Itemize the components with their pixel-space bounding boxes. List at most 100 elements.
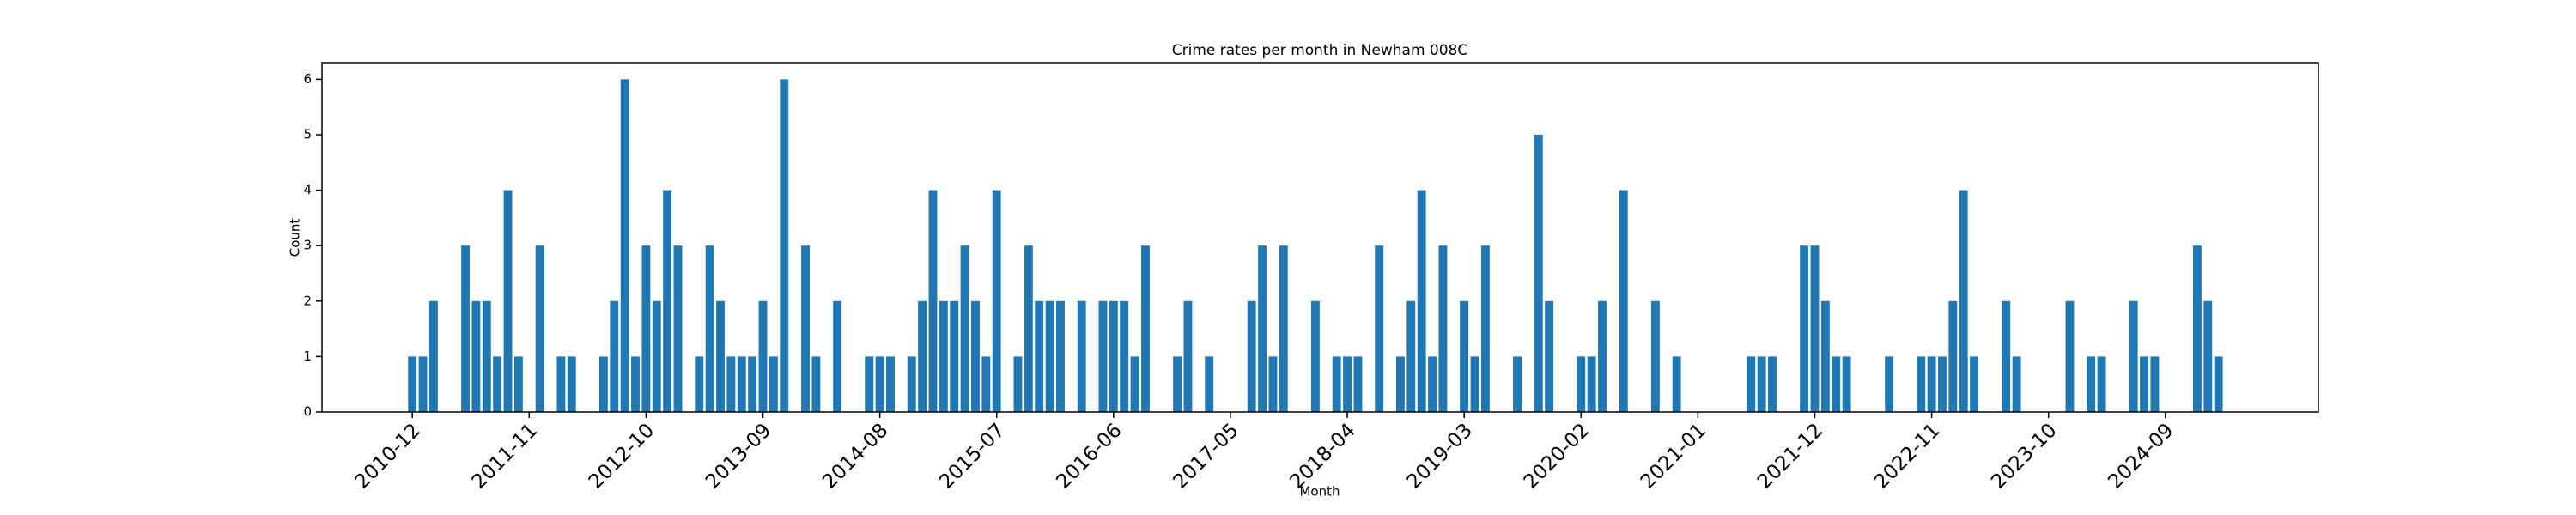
bar	[875, 356, 884, 412]
bar	[1460, 300, 1469, 412]
bar	[428, 300, 438, 412]
bar	[1279, 245, 1288, 412]
bar	[598, 356, 608, 412]
bar	[716, 300, 725, 412]
bar	[705, 245, 714, 412]
bar	[1056, 300, 1065, 412]
x-tick-label: 2018-04	[1286, 419, 1360, 493]
bar	[1545, 300, 1554, 412]
bar	[1513, 356, 1522, 412]
bar	[811, 356, 821, 412]
y-tick-label: 1	[303, 348, 312, 364]
bar	[960, 245, 969, 412]
bar	[567, 356, 576, 412]
bar	[1173, 356, 1182, 412]
bar	[2097, 356, 2106, 412]
bar	[950, 300, 959, 412]
bar	[1768, 356, 1777, 412]
x-tick-label: 2015-07	[935, 419, 1009, 493]
bar	[2140, 356, 2149, 412]
bar	[1205, 356, 1214, 412]
bar	[1247, 300, 1256, 412]
bar	[503, 190, 513, 413]
x-tick-label: 2013-09	[702, 419, 775, 493]
bar	[737, 356, 746, 412]
bar	[801, 245, 810, 412]
bar	[1013, 356, 1023, 412]
bar	[1820, 300, 1830, 412]
bar	[1077, 300, 1086, 412]
bar	[652, 300, 661, 412]
bar	[1310, 300, 1320, 412]
bar	[1598, 300, 1607, 412]
bar	[886, 356, 895, 412]
bar	[1959, 190, 1968, 413]
x-tick-label: 2021-12	[1753, 419, 1827, 493]
bar	[2129, 300, 2138, 412]
x-tick-label: 2024-09	[2104, 419, 2178, 493]
bar	[482, 300, 491, 412]
bar	[1534, 134, 1543, 412]
bar	[769, 356, 778, 412]
bar	[1258, 245, 1267, 412]
bar	[833, 300, 842, 412]
x-tick-label: 2020-02	[1520, 419, 1594, 493]
x-tick-label: 2012-10	[585, 419, 659, 493]
bar	[1927, 356, 1936, 412]
bar	[1024, 245, 1033, 412]
x-tick-label: 2010-12	[351, 419, 425, 493]
bar	[1650, 300, 1660, 412]
bar	[641, 245, 651, 412]
bar	[2203, 300, 2213, 412]
bar	[408, 356, 417, 412]
bar	[1098, 300, 1108, 412]
bar	[1183, 300, 1193, 412]
bar	[2150, 356, 2160, 412]
bar	[1885, 356, 1894, 412]
bar	[1810, 245, 1820, 412]
x-tick-label: 2017-05	[1169, 419, 1242, 493]
bar	[1970, 356, 1979, 412]
y-tick-label: 4	[303, 182, 312, 197]
bar	[1938, 356, 1947, 412]
bar	[663, 190, 672, 413]
bar	[461, 245, 470, 412]
bar	[556, 356, 566, 412]
bar	[1672, 356, 1681, 412]
bar	[1917, 356, 1926, 412]
bar	[1619, 190, 1628, 413]
bar	[1438, 245, 1448, 412]
bar	[620, 79, 629, 412]
bar	[631, 356, 640, 412]
y-tick-label: 3	[303, 238, 312, 253]
bar	[2012, 356, 2021, 412]
bar	[695, 356, 704, 412]
x-tick-label: 2022-11	[1870, 419, 1944, 493]
bar	[1130, 356, 1139, 412]
bar	[1045, 300, 1054, 412]
bar	[1757, 356, 1766, 412]
bar	[418, 356, 428, 412]
y-tick-label: 6	[303, 71, 312, 87]
bar	[1470, 356, 1479, 412]
bar	[2002, 300, 2011, 412]
bar	[992, 190, 1001, 413]
bar	[1417, 190, 1426, 413]
bar	[748, 356, 757, 412]
x-tick-label: 2016-06	[1052, 419, 1126, 493]
x-axis-label: Month	[1299, 484, 1340, 500]
bar	[1842, 356, 1851, 412]
bar	[1332, 356, 1341, 412]
x-tick-label: 2023-10	[1987, 419, 2061, 493]
bar	[865, 356, 874, 412]
plot-frame	[321, 62, 2319, 413]
x-tick-label: 2014-08	[818, 419, 892, 493]
y-tick-label: 2	[303, 293, 312, 308]
bar	[2065, 300, 2075, 412]
bar	[1120, 300, 1129, 412]
bar	[1480, 245, 1490, 412]
bar	[2087, 356, 2096, 412]
bar	[673, 245, 683, 412]
